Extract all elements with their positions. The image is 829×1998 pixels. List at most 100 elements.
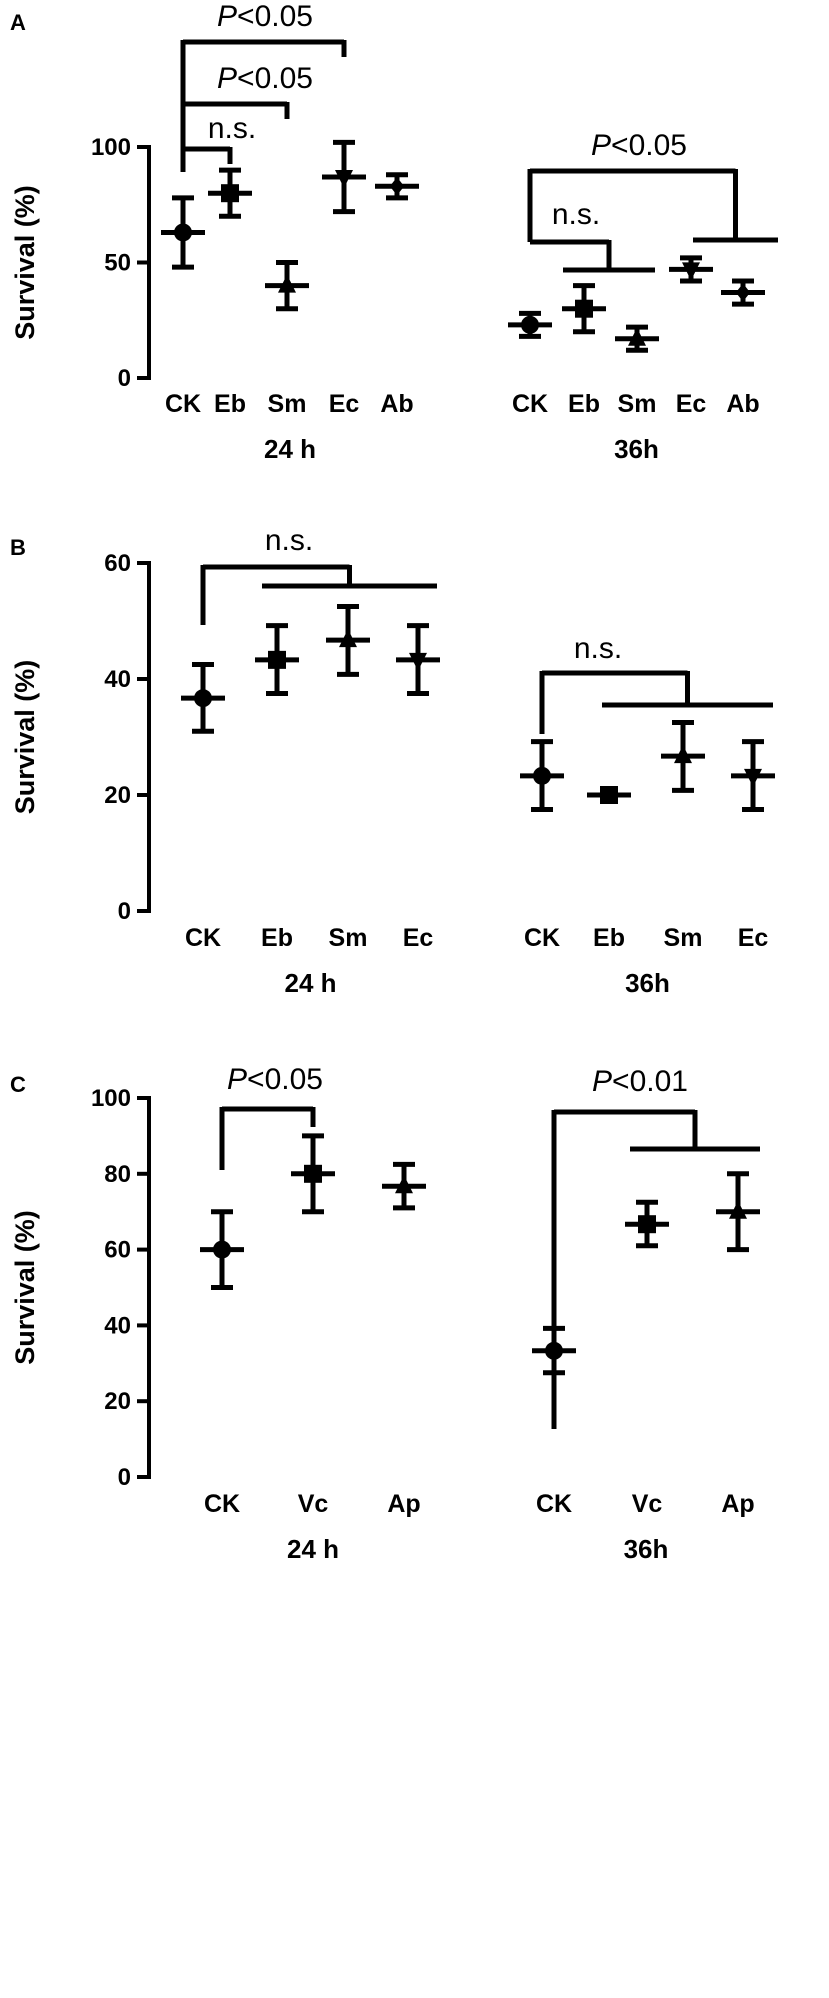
data-point-24h-ck bbox=[161, 195, 205, 270]
panel-label: C bbox=[10, 1072, 26, 1097]
y-tick-label: 80 bbox=[104, 1161, 131, 1188]
significance-bracket: P<0.05 bbox=[180, 0, 347, 172]
x-tick-label: Sm bbox=[664, 924, 703, 952]
y-tick-label: 0 bbox=[118, 898, 131, 925]
data-point-24h-eb bbox=[208, 167, 252, 219]
data-point-36h-ck bbox=[520, 739, 564, 812]
data-point-24h-eb bbox=[255, 623, 299, 696]
marker-diamond bbox=[735, 283, 751, 302]
significance-label: P<0.05 bbox=[591, 129, 687, 162]
data-point-36h-vc bbox=[625, 1199, 669, 1249]
marker-circle bbox=[174, 223, 192, 242]
x-tick-label: Eb bbox=[261, 924, 293, 952]
data-point-36h-sm bbox=[661, 720, 705, 793]
marker-circle bbox=[533, 766, 551, 785]
x-tick-label: Sm bbox=[618, 390, 657, 418]
x-tick-label: Eb bbox=[214, 390, 246, 418]
marker-triangle bbox=[628, 327, 646, 346]
y-axis-label: Survival (%) bbox=[10, 185, 40, 340]
y-tick-label: 20 bbox=[104, 782, 131, 809]
marker-triangle-down bbox=[682, 262, 700, 281]
data-point-36h-ap bbox=[716, 1171, 760, 1253]
marker-triangle bbox=[278, 274, 296, 293]
significance-label: n.s. bbox=[208, 112, 256, 145]
x-tick-label: Ap bbox=[721, 1490, 754, 1518]
x-tick-label: Ec bbox=[329, 390, 360, 418]
data-point-36h-sm bbox=[615, 324, 659, 353]
y-tick-label: 20 bbox=[104, 1388, 131, 1415]
y-tick-label: 100 bbox=[91, 134, 131, 161]
y-tick-label: 60 bbox=[104, 1237, 131, 1264]
x-tick-label: CK bbox=[536, 1490, 572, 1518]
data-point-24h-vc bbox=[291, 1133, 335, 1215]
x-tick-label: Ec bbox=[676, 390, 707, 418]
marker-triangle bbox=[674, 745, 692, 764]
x-tick-label: CK bbox=[185, 924, 221, 952]
data-point-24h-ck bbox=[200, 1209, 244, 1290]
group-label: 24 h bbox=[264, 434, 316, 464]
y-tick-label: 100 bbox=[91, 1085, 131, 1112]
data-point-24h-ab bbox=[375, 172, 419, 201]
x-tick-label: Eb bbox=[568, 390, 600, 418]
y-axis-label: Survival (%) bbox=[10, 1210, 40, 1365]
marker-circle bbox=[521, 315, 539, 334]
chart-panel-a: A 0 50 100 Survival (%) CK Eb Sm Ec Ab 24 h CK Eb Sm E… bbox=[10, 0, 778, 464]
significance-bracket: P<0.05 bbox=[527, 129, 778, 243]
figure-panels: A 0 50 100 Survival (%) CK Eb Sm Ec Ab 24 h CK Eb Sm E… bbox=[10, 0, 778, 1564]
x-tick-label: Vc bbox=[632, 1490, 663, 1518]
marker-circle bbox=[194, 689, 212, 708]
group-label: 36h bbox=[614, 434, 659, 464]
x-tick-label: Sm bbox=[329, 924, 368, 952]
x-tick-label: CK bbox=[204, 1490, 240, 1518]
significance-label: n.s. bbox=[265, 524, 313, 557]
x-tick-label: Ap bbox=[387, 1490, 420, 1518]
x-tick-label: Sm bbox=[268, 390, 307, 418]
significance-label: P<0.05 bbox=[217, 62, 313, 95]
significance-label: n.s. bbox=[574, 632, 622, 665]
significance-label: P<0.05 bbox=[227, 1063, 323, 1096]
y-tick-label: 40 bbox=[104, 1312, 131, 1339]
group-label: 24 h bbox=[287, 1534, 339, 1564]
marker-diamond bbox=[389, 177, 405, 196]
data-point-24h-ap bbox=[382, 1161, 426, 1211]
panel-label: B bbox=[10, 535, 26, 560]
x-tick-label: CK bbox=[165, 390, 201, 418]
data-point-36h-ab bbox=[721, 278, 765, 307]
x-tick-label: Ab bbox=[380, 390, 413, 418]
x-tick-label: Ec bbox=[738, 924, 769, 952]
marker-square bbox=[638, 1215, 656, 1234]
marker-triangle bbox=[395, 1175, 413, 1194]
significance-label: n.s. bbox=[552, 198, 600, 231]
marker-square bbox=[575, 299, 593, 318]
group-label: 36h bbox=[625, 968, 670, 998]
y-tick-label: 50 bbox=[104, 250, 131, 277]
chart-panel-b: B 0 20 40 60 Survival (%) CK Eb Sm Ec 24 h CK Eb Sm Ec… bbox=[10, 524, 775, 998]
group-label: 24 h bbox=[284, 968, 336, 998]
x-tick-label: CK bbox=[512, 390, 548, 418]
data-point-36h-eb bbox=[562, 283, 606, 335]
x-tick-label: Eb bbox=[593, 924, 625, 952]
y-tick-label: 0 bbox=[118, 365, 131, 392]
data-point-36h-ec bbox=[669, 255, 713, 284]
y-tick-label: 0 bbox=[118, 1464, 131, 1491]
y-tick-label: 40 bbox=[104, 666, 131, 693]
marker-triangle-down bbox=[335, 170, 353, 189]
data-point-36h-ec bbox=[731, 739, 775, 812]
significance-label: P<0.01 bbox=[592, 1065, 688, 1098]
chart-panel-c: C 0 20 40 60 80 100 Survival (%) CK Vc Ap 24 h CK Vc A… bbox=[10, 1063, 760, 1564]
marker-square bbox=[304, 1164, 322, 1183]
panel-label: A bbox=[10, 10, 26, 35]
x-tick-label: Ec bbox=[403, 924, 434, 952]
data-point-24h-ec bbox=[322, 139, 366, 215]
data-point-36h-eb bbox=[587, 786, 631, 804]
marker-triangle-down bbox=[744, 768, 762, 787]
significance-bracket: n.s. bbox=[200, 524, 437, 625]
marker-triangle-down bbox=[409, 652, 427, 671]
x-tick-label: Ab bbox=[726, 390, 759, 418]
significance-bracket: n.s. bbox=[539, 632, 773, 734]
marker-square bbox=[221, 184, 239, 203]
y-axis-label: Survival (%) bbox=[10, 660, 40, 815]
x-tick-label: Vc bbox=[298, 1490, 329, 1518]
y-tick-label: 60 bbox=[104, 550, 131, 577]
